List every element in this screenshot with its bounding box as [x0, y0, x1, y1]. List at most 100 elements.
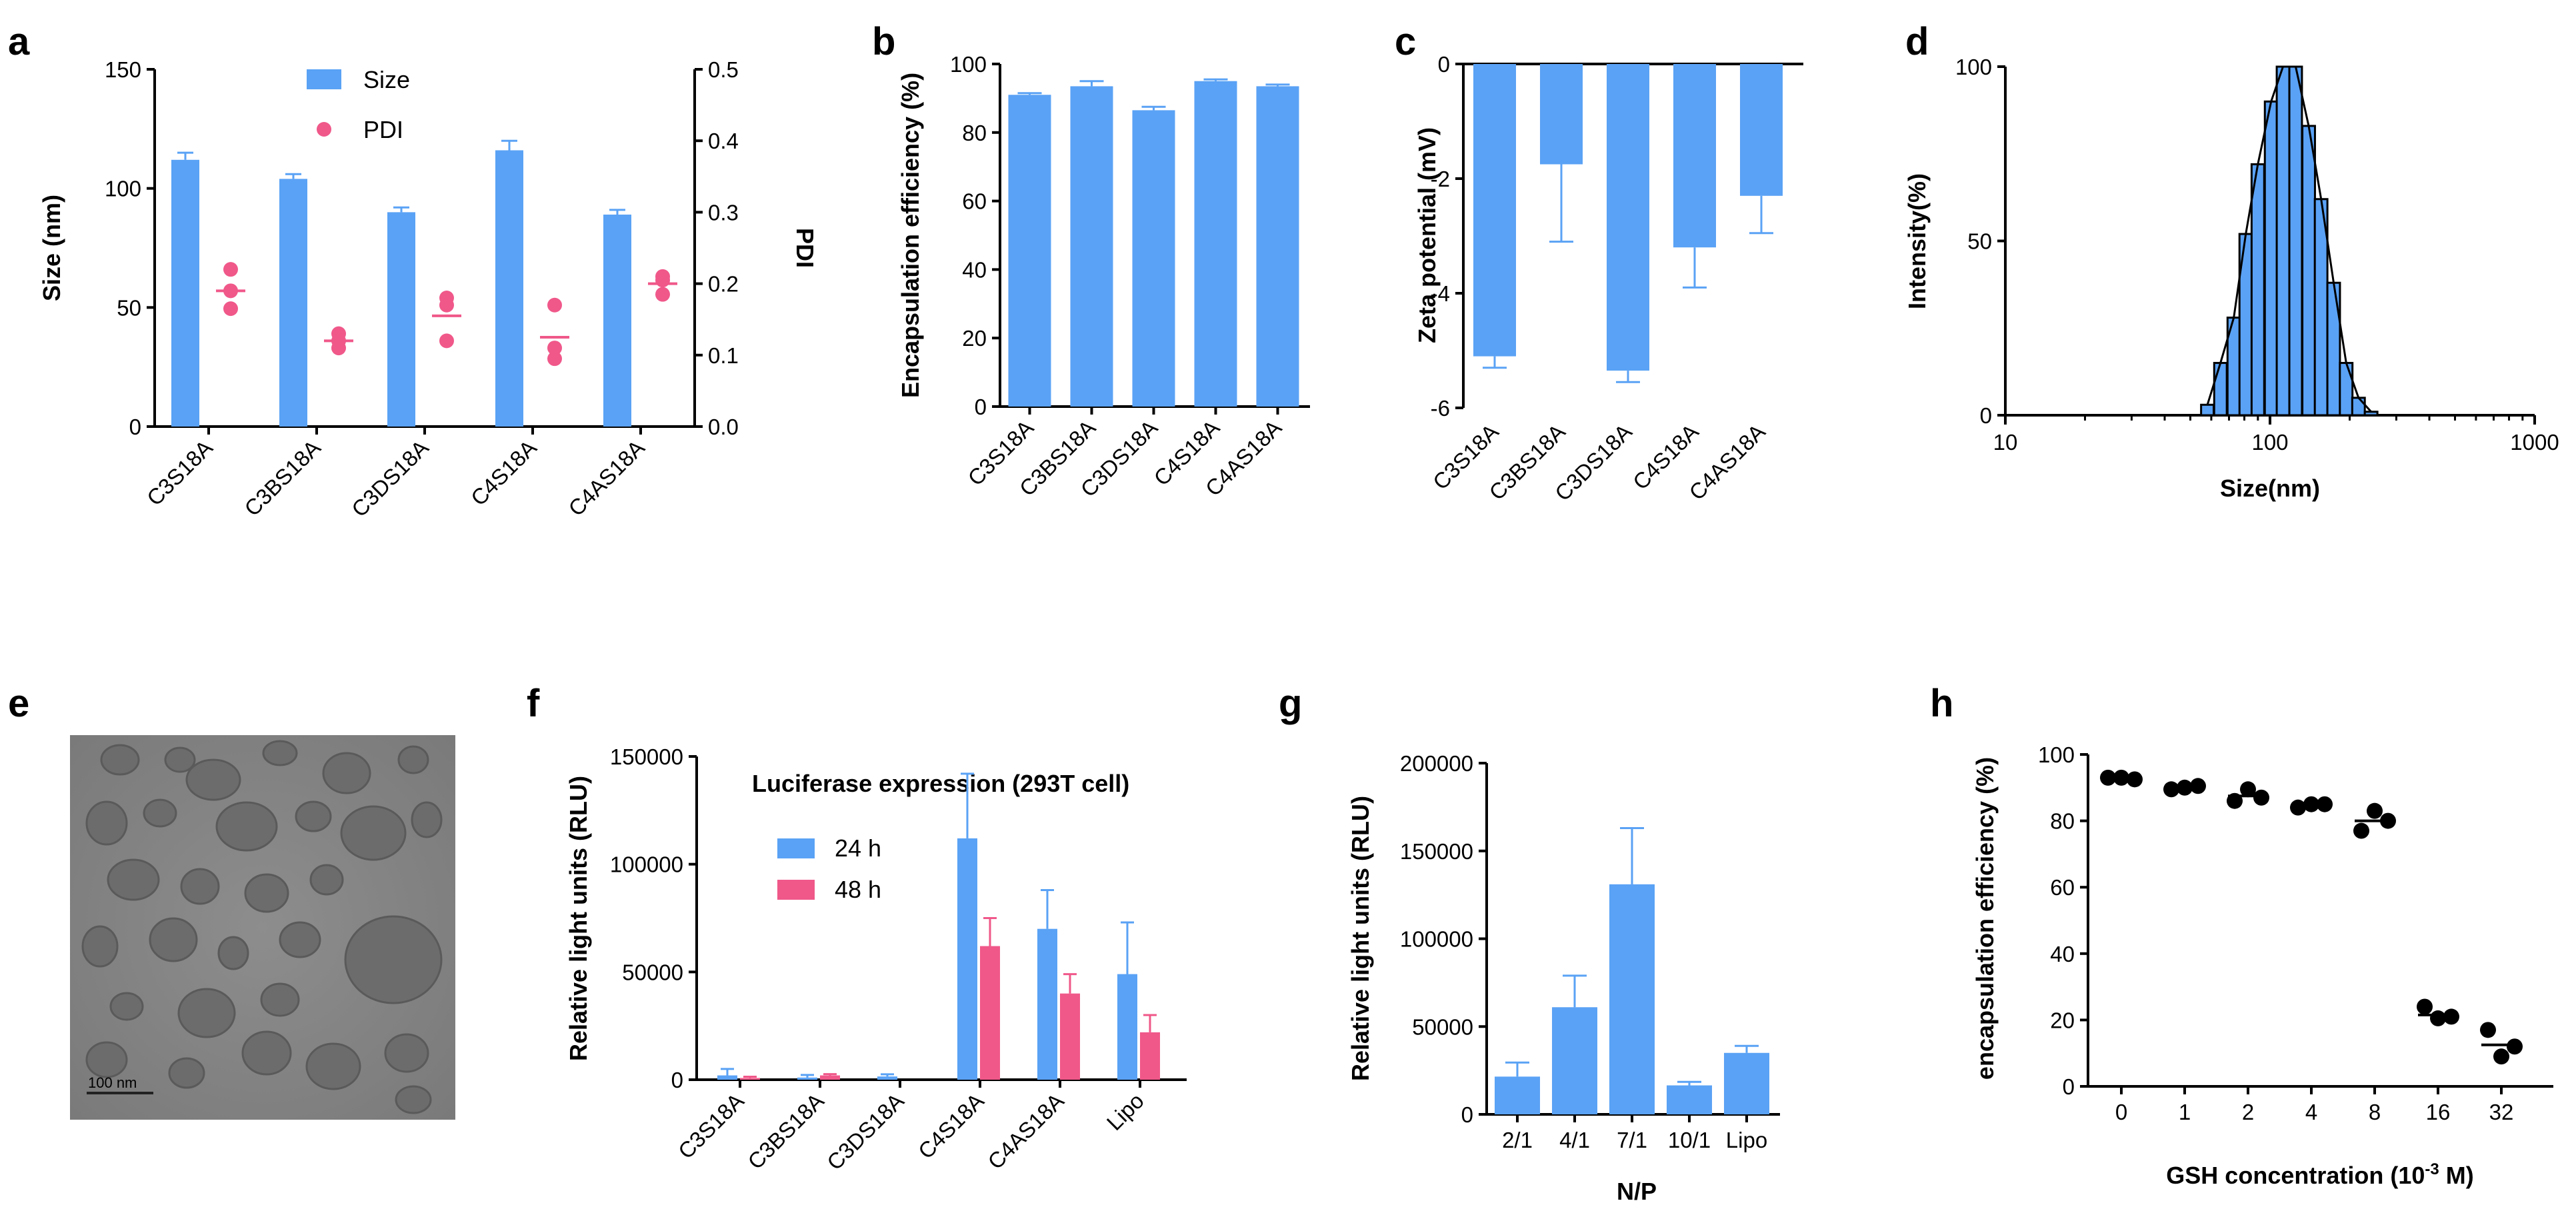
chart-a-y2tick-0: 0.0 [708, 415, 739, 439]
chart-b-ytick-0: 0 [975, 395, 987, 419]
chart-d-ytick-50: 50 [1967, 229, 1992, 254]
tem-image [70, 735, 455, 1120]
chart-f-bar-Lipo-48h [1140, 1032, 1160, 1080]
chart-a-bar-C4AS18A [603, 215, 631, 427]
chart-f: Relative light units (RLU) Luciferase ex… [565, 756, 1187, 1080]
chart-h-xtick-8: 8 [2369, 1100, 2381, 1124]
chart-f-bar-C3S18A-24h [717, 1076, 737, 1080]
panel-label-c: c [1395, 20, 1416, 63]
chart-h-xtick-4: 4 [2305, 1100, 2317, 1124]
chart-h-point-16-0 [2417, 998, 2433, 1014]
chart-h-point-32-0 [2480, 1022, 2496, 1038]
chart-d-bin-58 [2201, 405, 2214, 415]
chart-a-xtick-C4S18A: C4S18A [466, 435, 541, 511]
chart-a-xtick-C4AS18A: C4AS18A [563, 435, 649, 521]
chart-a-pdi-point-C3S18A-2 [223, 301, 238, 316]
chart-c-bar-C3S18A [1473, 64, 1516, 357]
chart-a-y2label: PDI [791, 228, 819, 268]
legend-label-24h: 24 h [835, 834, 881, 862]
chart-c-bar-C4S18A [1673, 64, 1716, 247]
chart-h-point-8-0 [2353, 823, 2369, 839]
chart-f-bar-C4S18A-24h [957, 838, 977, 1080]
chart-a-ytick-100: 100 [105, 177, 141, 201]
chart-b-bar-C3BS18A [1071, 86, 1113, 407]
chart-h-xtick-1: 1 [2179, 1100, 2191, 1124]
chart-d-bin-140 [2303, 126, 2315, 415]
chart-g-ytick-200000: 200000 [1400, 751, 1473, 776]
chart-b-ytick-80: 80 [962, 121, 987, 145]
chart-a-pdi-point-C4AS18A-2 [655, 287, 670, 302]
chart-d-bin-90 [2251, 164, 2264, 415]
chart-h-xtick-2: 2 [2242, 1100, 2254, 1124]
chart-b-ytick-40: 40 [962, 257, 987, 282]
chart-a-pdi-point-C3DS18A-2 [439, 333, 454, 348]
chart-a-pdi-point-C3DS18A-1 [439, 298, 454, 313]
chart-d-ytick-100: 100 [1955, 55, 1992, 79]
chart-a-y2tick-5: 0.5 [708, 57, 739, 82]
chart-f-bar-C3BS18A-24h [797, 1078, 817, 1080]
chart-a-y2tick-1: 0.1 [708, 343, 739, 368]
chart-f-bar-C4AS18A-24h [1037, 929, 1057, 1080]
chart-h-point-1-2 [2190, 778, 2206, 794]
chart-a-bar-C4S18A [495, 150, 523, 427]
chart-a-bar-C3DS18A [387, 212, 415, 427]
chart-d-bin-125 [2289, 67, 2302, 415]
chart-b-ytick-20: 20 [962, 326, 987, 351]
chart-b-ytick-100: 100 [950, 52, 987, 77]
chart-g-ytick-100000: 100000 [1400, 927, 1473, 952]
chart-c-bar-C3DS18A [1607, 64, 1649, 371]
chart-a-pdi-point-C4S18A-2 [547, 351, 562, 366]
scale-bar-label: 100 nm [88, 1074, 137, 1091]
chart-a-pdi-point-C4S18A-0 [547, 298, 562, 313]
chart-h-ytick-60: 60 [2050, 875, 2075, 900]
chart-d-bin-112 [2277, 67, 2289, 415]
legend-label-pdi: PDI [363, 116, 403, 143]
chart-b-bar-C3S18A [1009, 95, 1051, 407]
chart-h-point-0-2 [2127, 771, 2143, 787]
chart-b-bar-C4AS18A [1257, 86, 1299, 407]
chart-g-xtick-10/1: 10/1 [1668, 1128, 1711, 1152]
chart-a: Size (nm) PDI Size PDI [38, 66, 819, 427]
figure: a b c d e f g h [0, 0, 2576, 1217]
chart-f-xtick-C4AS18A: C4AS18A [983, 1088, 1069, 1174]
chart-d-bin-241 [2365, 412, 2377, 415]
legend-label-size: Size [363, 66, 410, 93]
legend-swatch-24h [777, 838, 815, 858]
chart-f-ytick-0: 0 [671, 1068, 683, 1092]
legend-label-48h: 48 h [835, 876, 881, 903]
chart-f-xtick-C3BS18A: C3BS18A [743, 1088, 829, 1174]
chart-g-xtick-2/1: 2/1 [1502, 1128, 1533, 1152]
chart-h-xtick-32: 32 [2489, 1100, 2514, 1124]
chart-a-y2tick-4: 0.4 [708, 129, 739, 153]
chart-f-bar-C3BS18A-48h [820, 1076, 840, 1080]
panel-label-a: a [8, 20, 30, 63]
chart-f-ylabel: Relative light units (RLU) [565, 776, 592, 1061]
chart-a-pdi-point-C3S18A-0 [223, 262, 238, 277]
chart-g-ytick-50000: 50000 [1412, 1014, 1473, 1039]
chart-c-ytick-2: -4 [1431, 281, 1450, 306]
chart-d-xtick-10: 10 [1993, 430, 2018, 455]
chart-d-xtick-100: 100 [2251, 430, 2288, 455]
chart-h-ytick-20: 20 [2050, 1008, 2075, 1032]
chart-a-xtick-C3BS18A: C3BS18A [239, 435, 325, 521]
chart-f-ytick-150000: 150000 [610, 744, 683, 769]
chart-h-ytick-100: 100 [2038, 742, 2075, 767]
chart-c-ylabel: Zeta potential (mV) [1413, 127, 1441, 343]
chart-f-xtick-C3S18A: C3S18A [673, 1088, 749, 1164]
chart-f-bar-C4AS18A-48h [1060, 994, 1080, 1080]
chart-h-ytick-80: 80 [2050, 809, 2075, 834]
chart-a-ylabel: Size (nm) [38, 195, 65, 301]
chart-a-ytick-150: 150 [105, 57, 141, 82]
legend-swatch-pdi [317, 122, 331, 137]
chart-h-ytick-0: 0 [2063, 1074, 2075, 1099]
chart-a-bar-C3S18A [171, 160, 199, 427]
chart-f-bar-Lipo-24h [1117, 974, 1137, 1080]
panel-label-b: b [872, 20, 895, 63]
chart-f-title: Luciferase expression (293T cell) [752, 770, 1129, 797]
panel-label-f: f [527, 682, 540, 725]
chart-d-xlabel: Size(nm) [2220, 475, 2320, 502]
chart-g-bar-7/1 [1609, 884, 1655, 1114]
chart-h-xtick-16: 16 [2426, 1100, 2451, 1124]
chart-h-point-32-2 [2507, 1038, 2523, 1054]
chart-b-bar-C4S18A [1195, 81, 1237, 407]
